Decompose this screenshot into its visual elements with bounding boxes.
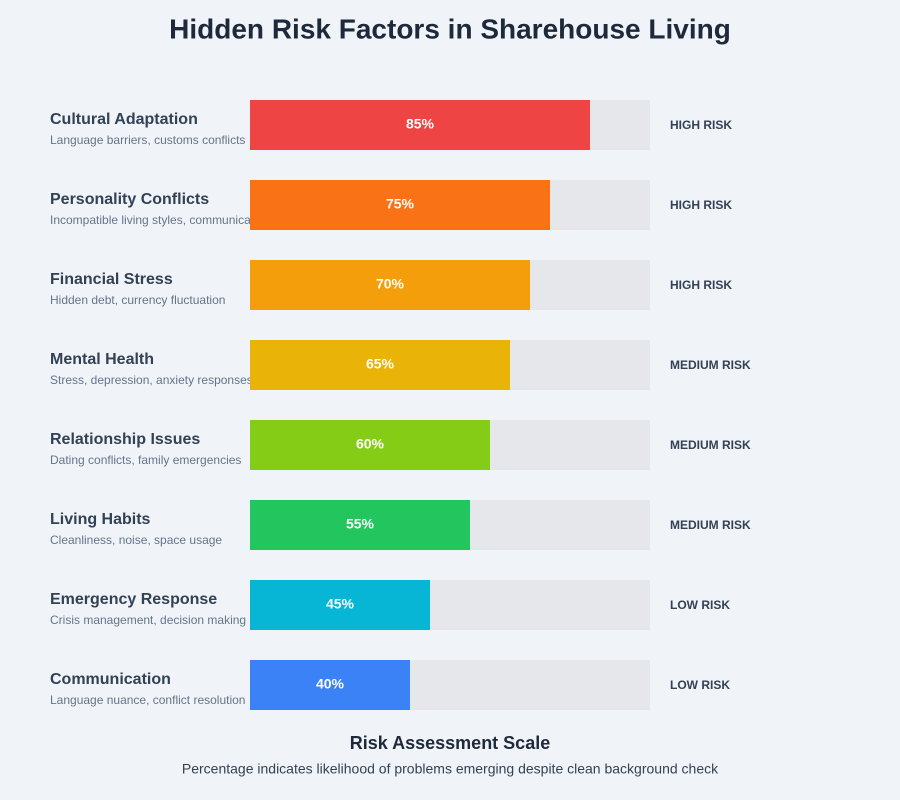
risk-label: HIGH RISK [670, 198, 732, 212]
category-description: Language nuance, conflict resolution [50, 693, 245, 707]
value-label: 60% [356, 436, 385, 452]
risk-label: LOW RISK [670, 678, 730, 692]
category-description: Dating conflicts, family emergencies [50, 453, 241, 467]
risk-label: HIGH RISK [670, 278, 732, 292]
risk-label: HIGH RISK [670, 118, 732, 132]
category-description: Language barriers, customs conflicts [50, 133, 245, 147]
footer-text: Percentage indicates likelihood of probl… [182, 761, 719, 777]
category-label: Financial Stress [50, 271, 173, 288]
value-label: 70% [376, 276, 405, 292]
risk-label: MEDIUM RISK [670, 358, 751, 372]
value-label: 45% [326, 596, 355, 612]
bar [250, 180, 550, 230]
category-description: Cleanliness, noise, space usage [50, 533, 222, 547]
value-label: 85% [406, 116, 435, 132]
category-label: Living Habits [50, 511, 151, 528]
bar [250, 500, 470, 550]
value-label: 75% [386, 196, 415, 212]
category-description: Stress, depression, anxiety responses [50, 373, 253, 387]
category-label: Mental Health [50, 351, 154, 368]
risk-label: LOW RISK [670, 598, 730, 612]
risk-label: MEDIUM RISK [670, 438, 751, 452]
risk-label: MEDIUM RISK [670, 518, 751, 532]
bar [250, 420, 490, 470]
category-label: Relationship Issues [50, 431, 200, 448]
value-label: 40% [316, 676, 345, 692]
category-description: Incompatible living styles, communicatio… [50, 213, 270, 227]
category-description: Hidden debt, currency fluctuation [50, 293, 225, 307]
category-label: Cultural Adaptation [50, 111, 198, 128]
bar [250, 580, 430, 630]
category-label: Personality Conflicts [50, 191, 209, 208]
bar [250, 260, 530, 310]
bar [250, 100, 590, 150]
chart-title: Hidden Risk Factors in Sharehouse Living [169, 13, 731, 44]
value-label: 65% [366, 356, 395, 372]
category-description: Crisis management, decision making [50, 613, 246, 627]
footer-title: Risk Assessment Scale [350, 733, 550, 753]
category-label: Emergency Response [50, 591, 217, 608]
bar [250, 660, 410, 710]
value-label: 55% [346, 516, 375, 532]
category-label: Communication [50, 671, 171, 688]
bar [250, 340, 510, 390]
